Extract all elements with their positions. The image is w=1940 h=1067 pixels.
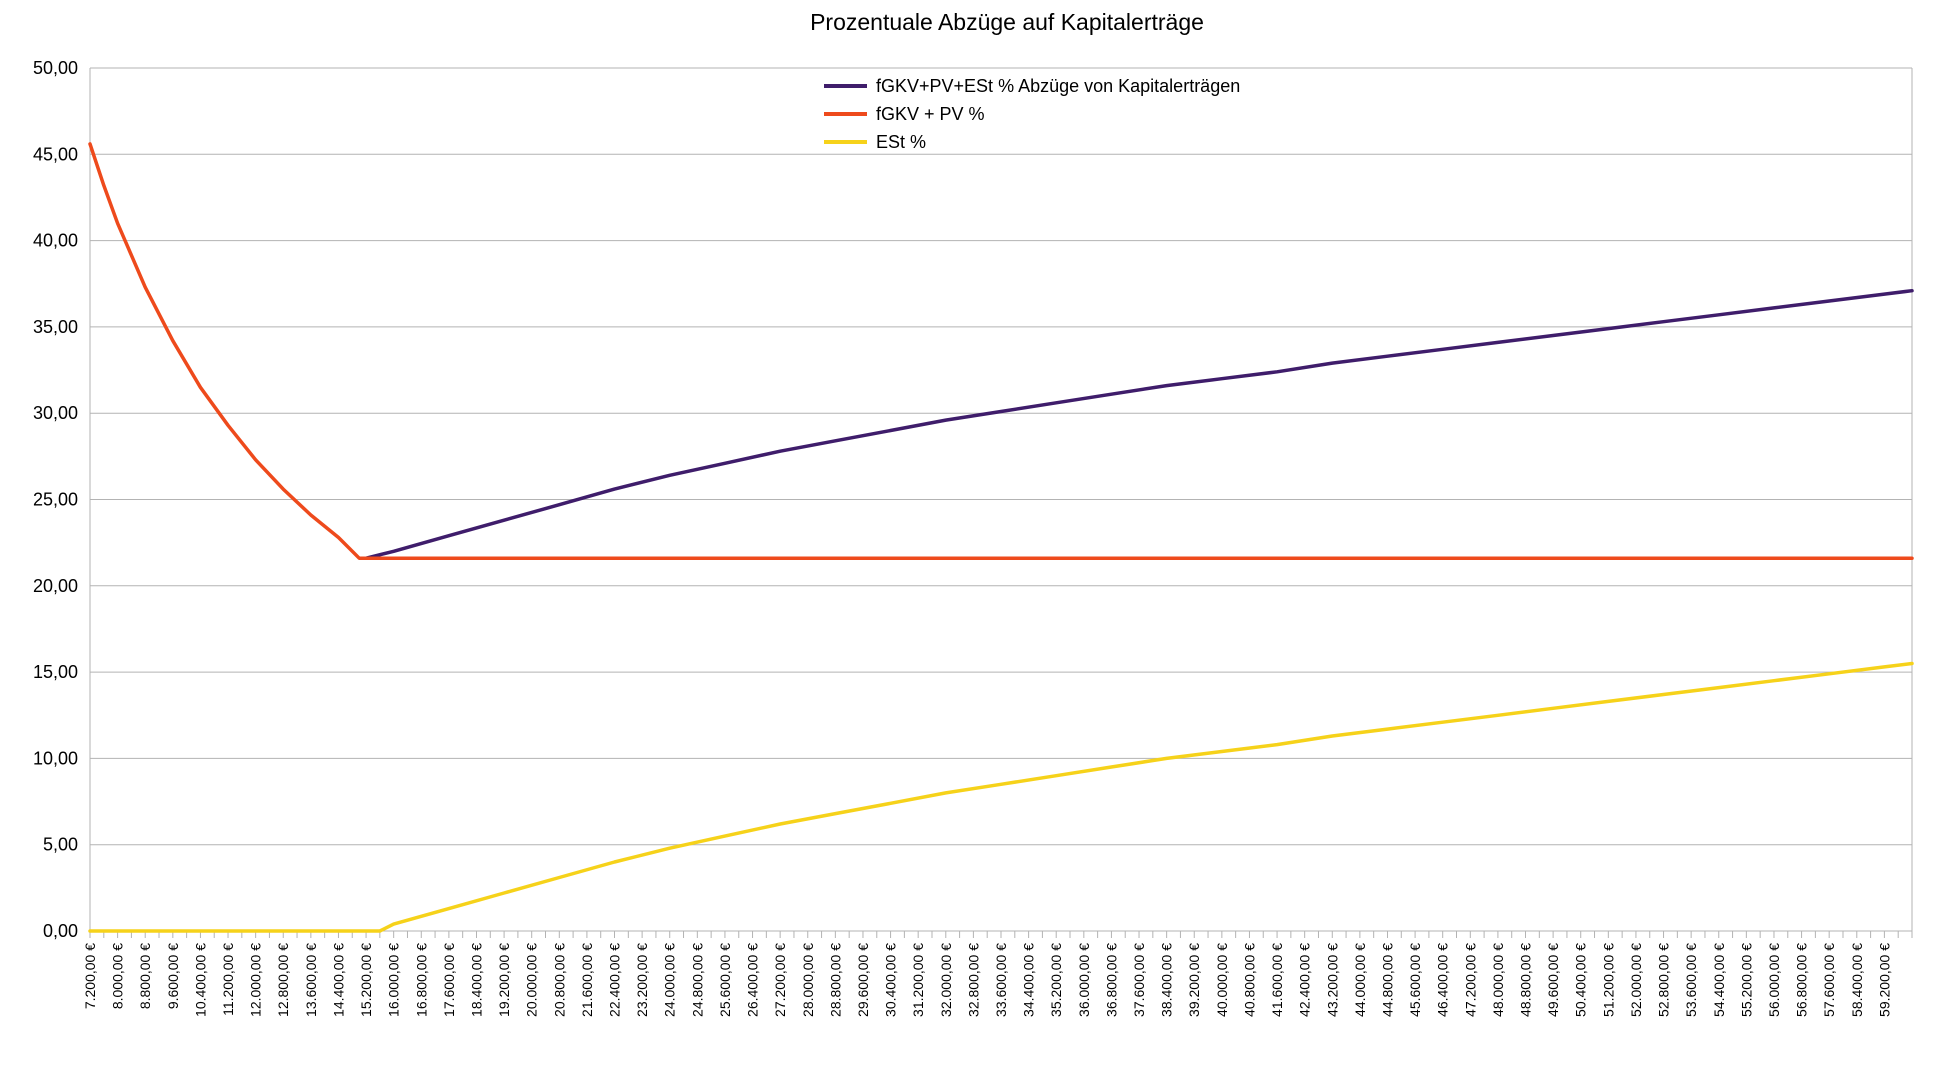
x-tick-label: 39.200,00 € <box>1186 943 1202 1017</box>
series-line-2 <box>88 142 1914 560</box>
x-tick-label: 50.400,00 € <box>1573 943 1589 1017</box>
x-tick-label: 56.000,00 € <box>1766 943 1782 1017</box>
x-tick-label: 24.800,00 € <box>689 943 705 1017</box>
x-tick-label: 58.400,00 € <box>1849 943 1865 1017</box>
x-tick-label: 21.600,00 € <box>579 943 595 1017</box>
x-tick-label: 44.000,00 € <box>1352 943 1368 1017</box>
y-tick-label: 25,00 <box>33 490 78 510</box>
x-tick-label: 59.200,00 € <box>1876 943 1892 1017</box>
x-tick-label: 32.800,00 € <box>965 943 981 1017</box>
x-tick-label: 53.600,00 € <box>1683 943 1699 1017</box>
x-tick-label: 31.200,00 € <box>910 943 926 1017</box>
x-tick-label: 36.000,00 € <box>1076 943 1092 1017</box>
x-tick-label: 49.600,00 € <box>1545 943 1561 1017</box>
legend-label: fGKV + PV % <box>876 104 985 124</box>
x-tick-label: 57.600,00 € <box>1821 943 1837 1017</box>
x-tick-label: 22.400,00 € <box>607 943 623 1017</box>
x-tick-label: 33.600,00 € <box>993 943 1009 1017</box>
x-tick-label: 8.800,00 € <box>137 943 153 1009</box>
y-tick-label: 20,00 <box>33 576 78 596</box>
x-tick-label: 43.200,00 € <box>1324 943 1340 1017</box>
x-tick-label: 48.800,00 € <box>1518 943 1534 1017</box>
y-tick-label: 40,00 <box>33 231 78 251</box>
y-tick-label: 45,00 <box>33 144 78 164</box>
x-tick-label: 37.600,00 € <box>1131 943 1147 1017</box>
x-tick-label: 38.400,00 € <box>1159 943 1175 1017</box>
x-tick-label: 28.000,00 € <box>800 943 816 1017</box>
x-tick-label: 44.800,00 € <box>1379 943 1395 1017</box>
x-tick-label: 55.200,00 € <box>1738 943 1754 1017</box>
x-tick-label: 52.000,00 € <box>1628 943 1644 1017</box>
y-tick-label: 10,00 <box>33 748 78 768</box>
chart-title: Prozentuale Abzüge auf Kapitalerträge <box>810 9 1204 35</box>
x-tick-label: 14.400,00 € <box>330 943 346 1017</box>
x-tick-label: 36.800,00 € <box>1103 943 1119 1017</box>
x-tick-label: 46.400,00 € <box>1435 943 1451 1017</box>
x-tick-label: 41.600,00 € <box>1269 943 1285 1017</box>
y-tick-label: 0,00 <box>43 921 78 941</box>
series-line-1 <box>364 288 1914 560</box>
x-tick-label: 40.800,00 € <box>1241 943 1257 1017</box>
legend-label: fGKV+PV+ESt % Abzüge von Kapitalerträgen <box>876 76 1240 96</box>
x-tick-label: 30.400,00 € <box>883 943 899 1017</box>
legend: fGKV+PV+ESt % Abzüge von Kapitalerträgen… <box>824 76 1240 152</box>
x-tick-label: 51.200,00 € <box>1600 943 1616 1017</box>
x-tick-label: 11.200,00 € <box>220 943 236 1016</box>
x-tick-label: 12.800,00 € <box>275 943 291 1017</box>
x-tick-label: 35.200,00 € <box>1048 943 1064 1017</box>
x-tick-label: 47.200,00 € <box>1462 943 1478 1017</box>
series-lines <box>88 142 1914 933</box>
x-tick-label: 24.000,00 € <box>662 943 678 1017</box>
x-tick-label: 42.400,00 € <box>1297 943 1313 1017</box>
x-tick-label: 26.400,00 € <box>745 943 761 1017</box>
x-tick-label: 16.800,00 € <box>413 943 429 1017</box>
x-tick-label: 19.200,00 € <box>496 943 512 1017</box>
x-tick-label: 7.200,00 € <box>82 943 98 1009</box>
x-tick-label: 15.200,00 € <box>358 943 374 1017</box>
x-tick-label: 45.600,00 € <box>1407 943 1423 1017</box>
y-tick-label: 30,00 <box>33 403 78 423</box>
x-tick-label: 10.400,00 € <box>192 943 208 1017</box>
x-tick-label: 29.600,00 € <box>855 943 871 1017</box>
y-axis-labels: 0,00 5,00 10,00 15,00 20,00 25,00 30,00 35,00 40… <box>33 58 78 941</box>
y-tick-label: 35,00 <box>33 317 78 337</box>
x-tick-label: 12.000,00 € <box>248 943 264 1017</box>
x-tick-label: 32.000,00 € <box>938 943 954 1017</box>
y-tick-label: 5,00 <box>43 835 78 855</box>
x-tick-label: 17.600,00 € <box>441 943 457 1017</box>
y-tick-label: 50,00 <box>33 58 78 78</box>
x-tick-label: 40.000,00 € <box>1214 943 1230 1017</box>
x-tick-label: 28.800,00 € <box>827 943 843 1017</box>
x-tick-label: 9.600,00 € <box>165 943 181 1009</box>
grid-lines <box>89 67 1913 932</box>
x-tick-label: 23.200,00 € <box>634 943 650 1017</box>
x-tick-label: 34.400,00 € <box>1021 943 1037 1017</box>
x-tick-label: 52.800,00 € <box>1656 943 1672 1017</box>
x-tick-label: 54.400,00 € <box>1711 943 1727 1017</box>
x-tick-label: 27.200,00 € <box>772 943 788 1017</box>
x-tick-label: 8.000,00 € <box>110 943 126 1009</box>
legend-label: ESt % <box>876 132 926 152</box>
x-tick-label: 25.600,00 € <box>717 943 733 1017</box>
x-tick-label: 18.400,00 € <box>468 943 484 1017</box>
x-tick-label: 20.000,00 € <box>524 943 540 1017</box>
x-tick-label: 16.000,00 € <box>386 943 402 1017</box>
x-tick-label: 20.800,00 € <box>551 943 567 1017</box>
y-tick-label: 15,00 <box>33 662 78 682</box>
x-tick-label: 48.000,00 € <box>1490 943 1506 1017</box>
x-axis: 7.200,00 € 8.000,00 € 8.800,00 € 9.600,00 €… <box>82 931 1913 1017</box>
x-tick-label: 13.600,00 € <box>303 943 319 1017</box>
x-tick-label: 56.800,00 € <box>1794 943 1810 1017</box>
series-line-3 <box>88 661 1914 933</box>
